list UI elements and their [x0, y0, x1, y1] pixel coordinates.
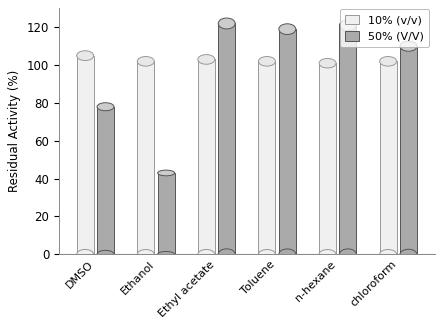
Ellipse shape — [158, 251, 175, 257]
Bar — [218, 24, 235, 254]
Ellipse shape — [380, 57, 396, 66]
Legend: 10% (v/v), 50% (V/V): 10% (v/v), 50% (V/V) — [340, 9, 429, 47]
Ellipse shape — [319, 59, 336, 68]
Ellipse shape — [77, 250, 93, 259]
Ellipse shape — [97, 103, 114, 111]
Bar — [77, 56, 93, 254]
Ellipse shape — [97, 250, 114, 258]
Ellipse shape — [258, 57, 276, 66]
Ellipse shape — [258, 250, 276, 259]
Bar — [137, 61, 154, 254]
Ellipse shape — [339, 249, 356, 260]
Y-axis label: Residual Activity (%): Residual Activity (%) — [8, 70, 21, 193]
Ellipse shape — [319, 250, 336, 259]
Ellipse shape — [137, 57, 154, 66]
Bar — [339, 26, 356, 254]
Ellipse shape — [339, 20, 356, 31]
Bar — [279, 29, 296, 254]
Ellipse shape — [400, 249, 417, 259]
Bar — [319, 63, 336, 254]
Ellipse shape — [279, 249, 296, 260]
Ellipse shape — [77, 51, 93, 60]
Ellipse shape — [400, 41, 417, 51]
Ellipse shape — [198, 250, 215, 259]
Bar — [198, 60, 215, 254]
Ellipse shape — [158, 170, 175, 176]
Ellipse shape — [218, 18, 235, 29]
Bar — [380, 61, 396, 254]
Ellipse shape — [380, 250, 396, 259]
Ellipse shape — [218, 249, 235, 260]
Bar — [258, 61, 276, 254]
Bar — [97, 107, 114, 254]
Bar — [400, 46, 417, 254]
Ellipse shape — [198, 55, 215, 64]
Ellipse shape — [279, 24, 296, 35]
Ellipse shape — [137, 250, 154, 259]
Bar — [158, 173, 175, 254]
